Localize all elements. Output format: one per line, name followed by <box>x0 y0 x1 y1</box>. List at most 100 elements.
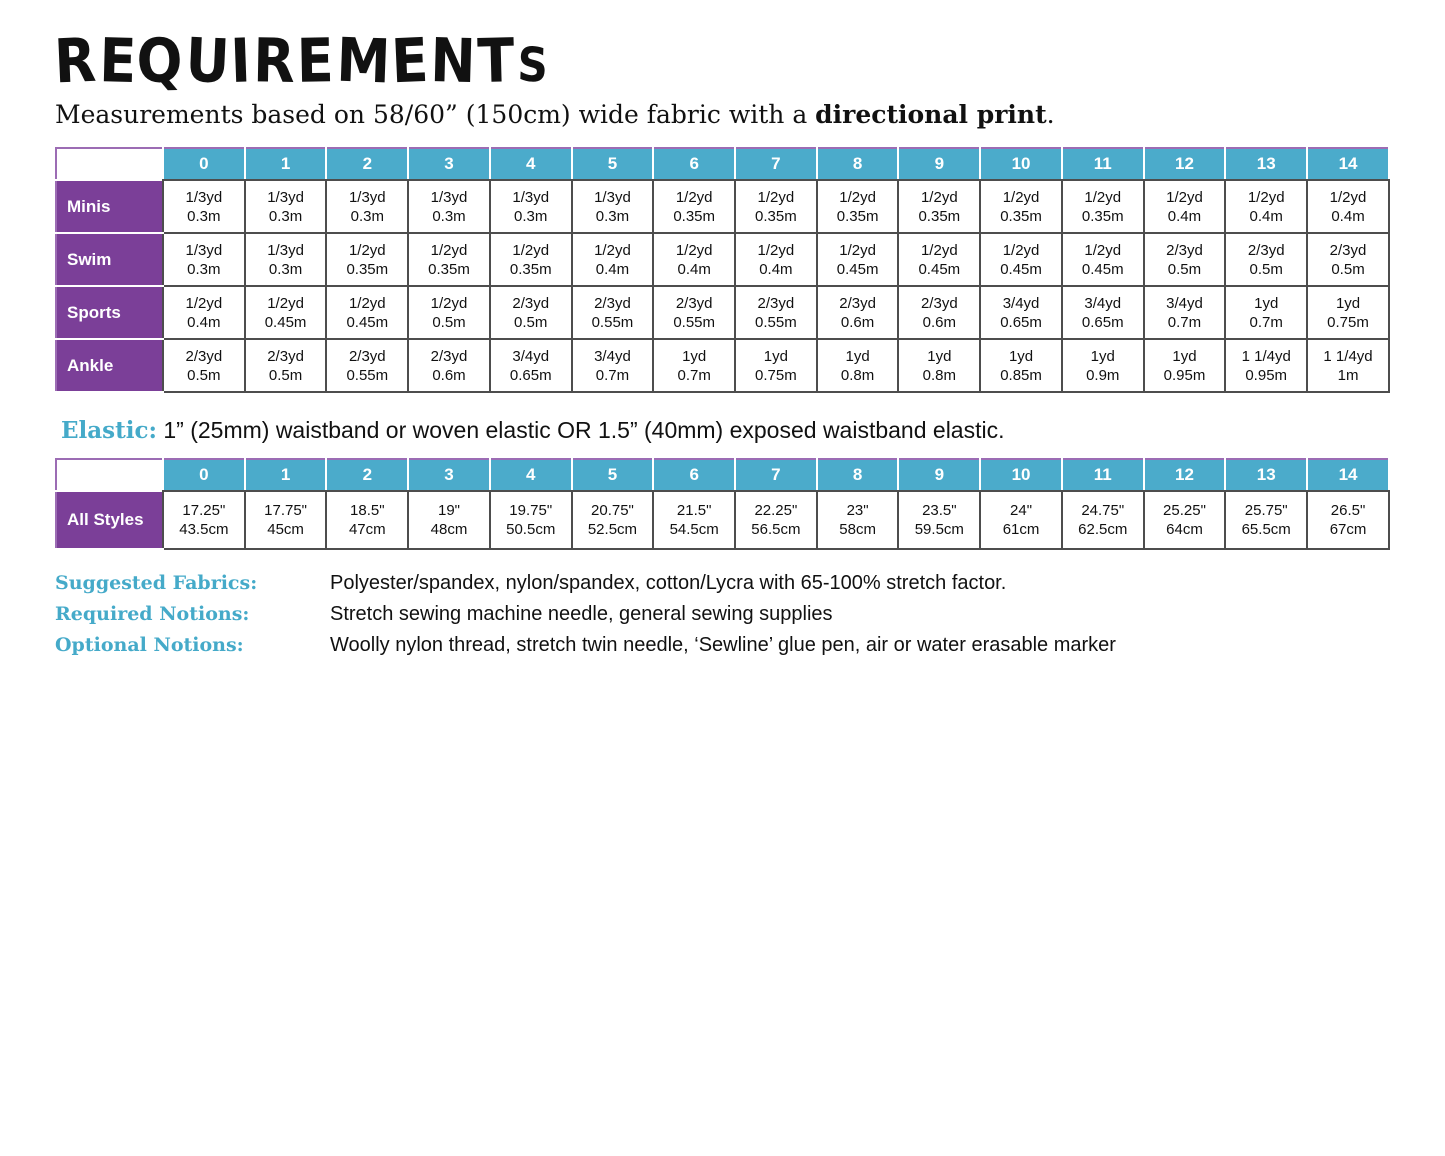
size-column-header: 3 <box>407 459 491 492</box>
size-column-header: 8 <box>815 459 900 492</box>
yardage-cell: 1yd 0.8m <box>815 338 900 393</box>
note-row-optional-notions: Optional Notions: Woolly nylon thread, s… <box>55 632 1390 658</box>
yardage-cell: 1yd 0.9m <box>1060 338 1145 393</box>
suggested-fabrics-label: Suggested Fabrics: <box>55 572 258 594</box>
subtitle: Measurements based on 58/60” (150cm) wid… <box>55 100 1390 129</box>
yardage-cell: 1/2yd 0.35m <box>815 179 900 234</box>
table-row: Minis 1/3yd 0.3m 1/3yd 0.3m 1/3yd 0.3m 1/3yd 0.3… <box>56 179 1390 234</box>
elastic-length-cell: 25.75" 65.5cm <box>1224 490 1309 550</box>
row-label-sports: Sports <box>56 285 163 340</box>
table-row: All Styles 17.25" 43.5cm 17.75" 45cm 18.5" 47c… <box>56 490 1390 550</box>
yardage-cell: 2/3yd 0.5m <box>488 285 573 340</box>
yardage-cell: 1/3yd 0.3m <box>570 179 655 234</box>
size-column-header: 14 <box>1306 459 1390 492</box>
yardage-cell: 1yd 0.95m <box>1142 338 1227 393</box>
size-column-header: 0 <box>162 148 246 181</box>
yardage-cell: 1yd 0.7m <box>652 338 737 393</box>
size-column-header: 4 <box>488 148 573 181</box>
size-column-header: 7 <box>734 148 818 181</box>
notes-section: Suggested Fabrics: Polyester/spandex, ny… <box>55 570 1390 658</box>
size-column-header: 14 <box>1306 148 1390 181</box>
elastic-length-cell: 17.25" 43.5cm <box>162 490 246 550</box>
suggested-fabrics-text: Polyester/spandex, nylon/spandex, cotton… <box>330 572 1007 594</box>
yardage-cell: 2/3yd 0.55m <box>570 285 655 340</box>
yardage-cell: 1/3yd 0.3m <box>488 179 573 234</box>
fabric-requirements-table: 0 1 2 3 4 5 6 7 8 9 10 11 12 13 14 Minis 1/3yd 0.3m 1/3yd 0… <box>55 147 1390 393</box>
size-column-header: 8 <box>815 148 900 181</box>
yardage-cell: 1/3yd 0.3m <box>162 232 246 287</box>
page-title: REQUIREMENTS <box>52 24 551 98</box>
size-column-header: 13 <box>1224 459 1309 492</box>
yardage-cell: 1/2yd 0.4m <box>1142 179 1227 234</box>
size-column-header: 13 <box>1224 148 1309 181</box>
yardage-cell: 2/3yd 0.6m <box>897 285 982 340</box>
size-column-header: 5 <box>570 459 655 492</box>
elastic-label: Elastic: <box>61 417 157 444</box>
yardage-cell: 3/4yd 0.7m <box>1142 285 1227 340</box>
yardage-cell: 1yd 0.75m <box>1306 285 1390 340</box>
yardage-cell: 1yd 0.85m <box>979 338 1063 393</box>
optional-notions-text: Woolly nylon thread, stretch twin needle… <box>330 634 1116 656</box>
size-column-header: 10 <box>979 459 1063 492</box>
yardage-cell: 1/2yd 0.35m <box>897 179 982 234</box>
yardage-cell: 1 1/4yd 0.95m <box>1224 338 1309 393</box>
requirements-page: REQUIREMENTS Measurements based on 58/60… <box>52 24 1390 658</box>
yardage-cell: 1/2yd 0.35m <box>652 179 737 234</box>
yardage-cell: 2/3yd 0.5m <box>1142 232 1227 287</box>
size-column-header: 12 <box>1142 459 1227 492</box>
yardage-cell: 2/3yd 0.6m <box>815 285 900 340</box>
elastic-length-cell: 20.75" 52.5cm <box>570 490 655 550</box>
subtitle-prefix: Measurements based on 58/60” (150cm) wid… <box>55 100 816 129</box>
optional-notions-label: Optional Notions: <box>55 634 244 656</box>
elastic-length-cell: 18.5" 47cm <box>325 490 410 550</box>
elastic-length-cell: 17.75" 45cm <box>243 490 328 550</box>
yardage-cell: 1/3yd 0.3m <box>243 179 328 234</box>
table-row: Sports 1/2yd 0.4m 1/2yd 0.45m 1/2yd 0.45m 1/2yd… <box>56 285 1390 340</box>
yardage-cell: 2/3yd 0.5m <box>1306 232 1390 287</box>
required-notions-text: Stretch sewing machine needle, general s… <box>330 603 833 625</box>
yardage-cell: 1/2yd 0.35m <box>488 232 573 287</box>
row-label-ankle: Ankle <box>56 338 163 393</box>
size-column-header: 11 <box>1060 459 1145 492</box>
yardage-cell: 1/2yd 0.4m <box>570 232 655 287</box>
table-corner-cell <box>56 148 163 180</box>
yardage-cell: 1/2yd 0.45m <box>325 285 410 340</box>
yardage-cell: 1 1/4yd 1m <box>1306 338 1390 393</box>
elastic-length-cell: 19.75" 50.5cm <box>488 490 573 550</box>
table-row: Swim 1/3yd 0.3m 1/3yd 0.3m 1/2yd 0.35m 1/2yd 0.3… <box>56 232 1390 287</box>
elastic-length-cell: 26.5" 67cm <box>1306 490 1390 550</box>
size-column-header: 7 <box>734 459 818 492</box>
yardage-cell: 3/4yd 0.7m <box>570 338 655 393</box>
yardage-cell: 1/3yd 0.3m <box>162 179 246 234</box>
elastic-length-table: 0 1 2 3 4 5 6 7 8 9 10 11 12 13 14 All Styles 17.25" 43.5… <box>55 458 1390 550</box>
yardage-cell: 2/3yd 0.55m <box>652 285 737 340</box>
size-column-header: 9 <box>897 459 982 492</box>
elastic-length-cell: 24" 61cm <box>979 490 1063 550</box>
size-column-header: 5 <box>570 148 655 181</box>
yardage-cell: 3/4yd 0.65m <box>1060 285 1145 340</box>
yardage-cell: 1/2yd 0.45m <box>1060 232 1145 287</box>
yardage-cell: 1/3yd 0.3m <box>325 179 410 234</box>
size-column-header: 2 <box>325 148 410 181</box>
yardage-cell: 1/2yd 0.35m <box>1060 179 1145 234</box>
elastic-length-cell: 25.25" 64cm <box>1142 490 1227 550</box>
size-column-header: 6 <box>652 459 737 492</box>
subtitle-suffix: . <box>1046 100 1055 129</box>
yardage-cell: 2/3yd 0.5m <box>162 338 246 393</box>
elastic-length-cell: 23" 58cm <box>815 490 900 550</box>
yardage-cell: 1yd 0.8m <box>897 338 982 393</box>
size-column-header: 10 <box>979 148 1063 181</box>
yardage-cell: 3/4yd 0.65m <box>979 285 1063 340</box>
yardage-cell: 1yd 0.7m <box>1224 285 1309 340</box>
yardage-cell: 1/2yd 0.4m <box>1224 179 1309 234</box>
yardage-cell: 1/2yd 0.35m <box>734 179 818 234</box>
yardage-cell: 1yd 0.75m <box>734 338 818 393</box>
yardage-cell: 1/2yd 0.4m <box>162 285 246 340</box>
elastic-length-cell: 19" 48cm <box>407 490 491 550</box>
yardage-cell: 2/3yd 0.5m <box>243 338 328 393</box>
size-column-header: 1 <box>243 459 328 492</box>
row-label-swim: Swim <box>56 232 163 287</box>
yardage-cell: 3/4yd 0.65m <box>488 338 573 393</box>
size-column-header: 1 <box>243 148 328 181</box>
elastic-length-cell: 23.5" 59.5cm <box>897 490 982 550</box>
